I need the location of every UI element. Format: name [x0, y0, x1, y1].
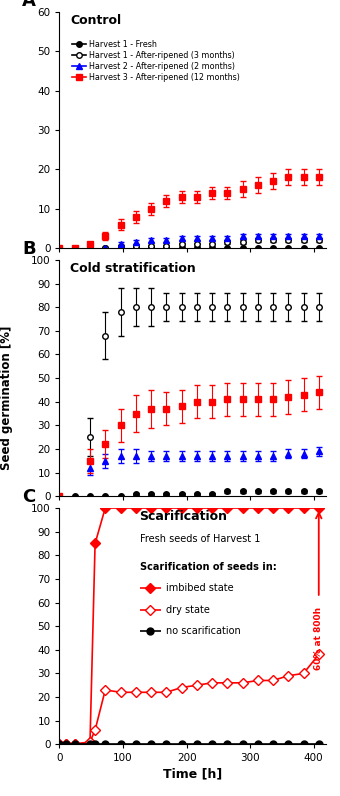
- imbibed state: [225, 503, 229, 513]
- Text: Fresh seeds of Harvest 1: Fresh seeds of Harvest 1: [139, 534, 260, 544]
- Text: Scarification of seeds in:: Scarification of seeds in:: [139, 562, 276, 572]
- no scarification: [57, 739, 62, 749]
- dry state: [286, 671, 290, 681]
- no scarification: [118, 739, 122, 749]
- imbibed state: [64, 739, 68, 749]
- dry state: [302, 669, 306, 678]
- Text: 60% at 800h: 60% at 800h: [314, 607, 323, 670]
- no scarification: [195, 739, 199, 749]
- no scarification: [93, 739, 97, 749]
- dry state: [210, 678, 214, 688]
- dry state: [149, 688, 153, 697]
- no scarification: [134, 739, 138, 749]
- imbibed state: [149, 503, 153, 513]
- Text: Seed germination [%]: Seed germination [%]: [0, 326, 13, 470]
- Text: imbibed state: imbibed state: [166, 583, 234, 593]
- no scarification: [240, 739, 244, 749]
- no scarification: [149, 739, 153, 749]
- imbibed state: [73, 739, 77, 749]
- dry state: [64, 739, 68, 749]
- Line: imbibed state: imbibed state: [56, 505, 322, 747]
- imbibed state: [134, 503, 138, 513]
- Text: A: A: [22, 0, 36, 10]
- Text: Cold stratification: Cold stratification: [70, 263, 196, 275]
- dry state: [164, 688, 168, 697]
- imbibed state: [240, 503, 244, 513]
- Line: dry state: dry state: [56, 651, 322, 747]
- imbibed state: [286, 503, 290, 513]
- dry state: [256, 676, 260, 685]
- imbibed state: [164, 503, 168, 513]
- no scarification: [180, 739, 184, 749]
- dry state: [73, 739, 77, 749]
- imbibed state: [180, 503, 184, 513]
- imbibed state: [210, 503, 214, 513]
- no scarification: [286, 739, 290, 749]
- Text: B: B: [22, 240, 36, 258]
- dry state: [103, 685, 107, 695]
- no scarification: [225, 739, 229, 749]
- imbibed state: [256, 503, 260, 513]
- dry state: [118, 688, 122, 697]
- imbibed state: [88, 737, 92, 747]
- no scarification: [164, 739, 168, 749]
- Text: no scarification: no scarification: [166, 626, 241, 636]
- imbibed state: [271, 503, 275, 513]
- dry state: [57, 739, 62, 749]
- dry state: [225, 678, 229, 688]
- no scarification: [103, 739, 107, 749]
- no scarification: [271, 739, 275, 749]
- dry state: [93, 725, 97, 735]
- imbibed state: [302, 503, 306, 513]
- X-axis label: Time [h]: Time [h]: [163, 767, 223, 780]
- Legend: Harvest 1 - Fresh, Harvest 1 - After-ripened (3 months), Harvest 2 - After-ripen: Harvest 1 - Fresh, Harvest 1 - After-rip…: [71, 40, 240, 82]
- no scarification: [256, 739, 260, 749]
- imbibed state: [195, 503, 199, 513]
- no scarification: [210, 739, 214, 749]
- imbibed state: [103, 503, 107, 513]
- Text: Control: Control: [70, 14, 121, 27]
- dry state: [195, 681, 199, 690]
- imbibed state: [93, 539, 97, 548]
- Text: C: C: [22, 488, 35, 505]
- dry state: [88, 737, 92, 747]
- dry state: [317, 650, 321, 659]
- dry state: [180, 683, 184, 693]
- Text: dry state: dry state: [166, 605, 210, 615]
- no scarification: [64, 739, 68, 749]
- Line: no scarification: no scarification: [56, 741, 322, 747]
- no scarification: [317, 739, 321, 749]
- imbibed state: [57, 739, 62, 749]
- no scarification: [73, 739, 77, 749]
- dry state: [271, 676, 275, 685]
- Text: Scarification: Scarification: [139, 510, 227, 524]
- dry state: [134, 688, 138, 697]
- no scarification: [88, 739, 92, 749]
- imbibed state: [317, 503, 321, 513]
- no scarification: [302, 739, 306, 749]
- imbibed state: [118, 503, 122, 513]
- dry state: [240, 678, 244, 688]
